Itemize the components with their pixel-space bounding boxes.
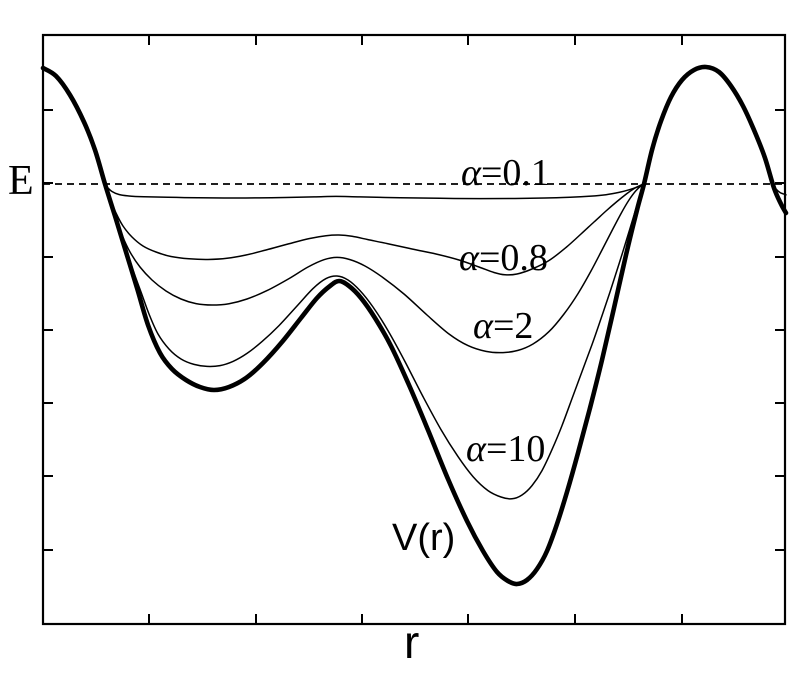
energy-level-text: E [8, 158, 34, 204]
potential-curve-label: V(r) [392, 519, 455, 557]
curve-alpha-0-1-right [771, 183, 787, 196]
alpha-symbol: α [461, 152, 481, 194]
alpha-10-value: =10 [485, 428, 546, 470]
alpha-symbol: α [473, 305, 493, 347]
curve-alpha-2 [115, 183, 646, 354]
energy-level-label: E [8, 160, 34, 202]
curve-v-of-r [40, 64, 789, 587]
curve-alpha-0-1 [106, 184, 643, 200]
curve-alpha-0-8 [110, 183, 643, 276]
alpha-0-8-label: α=0.8 [459, 239, 548, 277]
potential-curve-text: V(r) [392, 517, 456, 559]
x-axis-label: r [404, 619, 419, 665]
alpha-symbol: α [459, 237, 479, 279]
alpha-2-label: α=2 [473, 307, 533, 345]
alpha-10-label: α=10 [466, 430, 545, 468]
alpha-0-8-value: =0.8 [478, 237, 548, 279]
curve-alpha-10 [122, 184, 645, 500]
alpha-2-value: =2 [492, 305, 534, 347]
x-axis-text: r [404, 616, 420, 668]
alpha-0-1-value: =0.1 [480, 152, 550, 194]
alpha-0-1-label: α=0.1 [461, 154, 550, 192]
alpha-symbol: α [466, 428, 486, 470]
